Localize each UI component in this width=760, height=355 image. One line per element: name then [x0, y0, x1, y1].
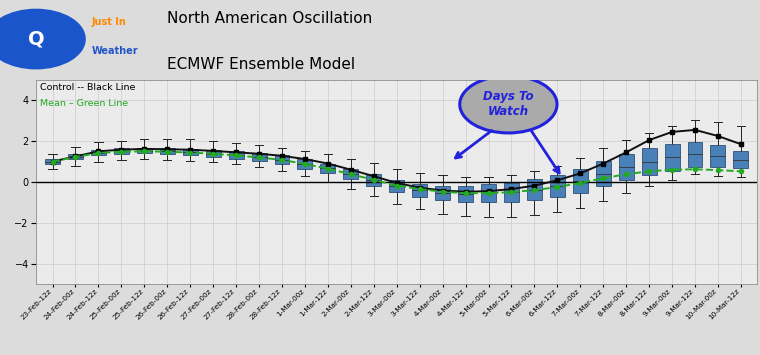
- Text: ECMWF Ensemble Model: ECMWF Ensemble Model: [167, 57, 356, 72]
- Bar: [412, 184, 427, 197]
- Bar: [274, 155, 290, 164]
- Bar: [297, 159, 312, 169]
- Bar: [45, 159, 60, 164]
- Text: Just In: Just In: [92, 17, 126, 27]
- Bar: [573, 169, 587, 192]
- Bar: [664, 143, 679, 171]
- Bar: [137, 148, 152, 153]
- Text: North American Oscillation: North American Oscillation: [167, 11, 372, 26]
- Bar: [435, 186, 450, 200]
- Bar: [389, 180, 404, 192]
- Bar: [229, 151, 243, 159]
- Bar: [114, 148, 129, 154]
- Bar: [504, 183, 519, 202]
- Bar: [527, 180, 542, 200]
- Bar: [344, 169, 358, 180]
- Text: Days To
Watch: Days To Watch: [483, 91, 534, 118]
- Bar: [688, 142, 702, 167]
- Bar: [481, 184, 496, 202]
- Bar: [68, 154, 83, 159]
- Bar: [252, 153, 267, 161]
- Bar: [596, 161, 611, 186]
- Bar: [711, 145, 725, 167]
- Bar: [458, 186, 473, 202]
- Text: Weather: Weather: [92, 46, 138, 56]
- Bar: [550, 175, 565, 197]
- Ellipse shape: [460, 76, 557, 133]
- Bar: [91, 150, 106, 155]
- Bar: [366, 174, 382, 186]
- Bar: [321, 164, 335, 173]
- Text: Mean – Green Line: Mean – Green Line: [40, 99, 128, 108]
- Bar: [733, 151, 749, 168]
- Text: Q: Q: [27, 29, 44, 49]
- Bar: [160, 148, 175, 154]
- Bar: [641, 148, 657, 175]
- Bar: [206, 150, 220, 157]
- Bar: [619, 154, 634, 180]
- Text: Control -- Black Line: Control -- Black Line: [40, 83, 135, 92]
- Bar: [182, 149, 198, 155]
- Circle shape: [0, 9, 85, 69]
